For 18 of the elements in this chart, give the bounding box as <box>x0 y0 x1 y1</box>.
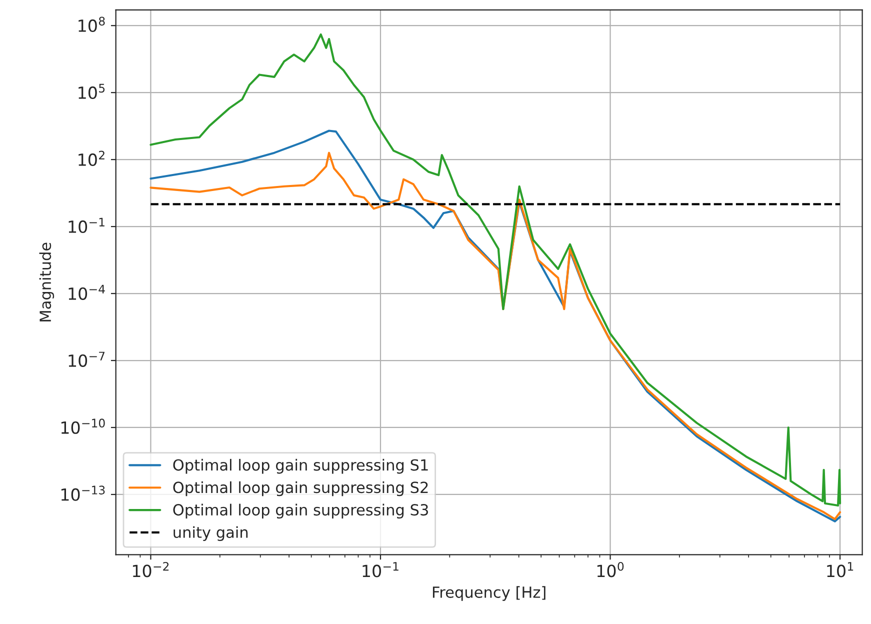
legend-label: Optimal loop gain suppressing S3 <box>173 504 428 519</box>
y-tick-label: 10$^{8}$ <box>78 16 105 32</box>
x-tick-label: 10$^{1}$ <box>827 562 854 578</box>
y-tick-label: 10$^{5}$ <box>78 84 105 100</box>
legend-label: Optimal loop gain suppressing S2 <box>173 481 428 496</box>
y-tick-label: 10$^{2}$ <box>78 150 104 166</box>
y-tick-label: 10$^{−10}$ <box>61 418 105 434</box>
legend-label: Optimal loop gain suppressing S1 <box>173 458 428 474</box>
y-tick-label: 10$^{−1}$ <box>68 218 104 233</box>
y-tick-label: 10$^{−7}$ <box>68 352 105 367</box>
y-tick-label: 10$^{−4}$ <box>68 284 105 300</box>
x-tick-label: 10$^{0}$ <box>597 562 624 578</box>
y-tick-label: 10$^{−13}$ <box>61 486 105 501</box>
legend-label: unity gain <box>174 526 248 541</box>
x-tick-label: 10$^{−2}$ <box>132 562 169 578</box>
y-axis-title: Magnitude <box>39 242 54 322</box>
x-axis-title: Frequency [Hz] <box>432 586 546 601</box>
x-tick-label: 10$^{−1}$ <box>362 562 398 578</box>
